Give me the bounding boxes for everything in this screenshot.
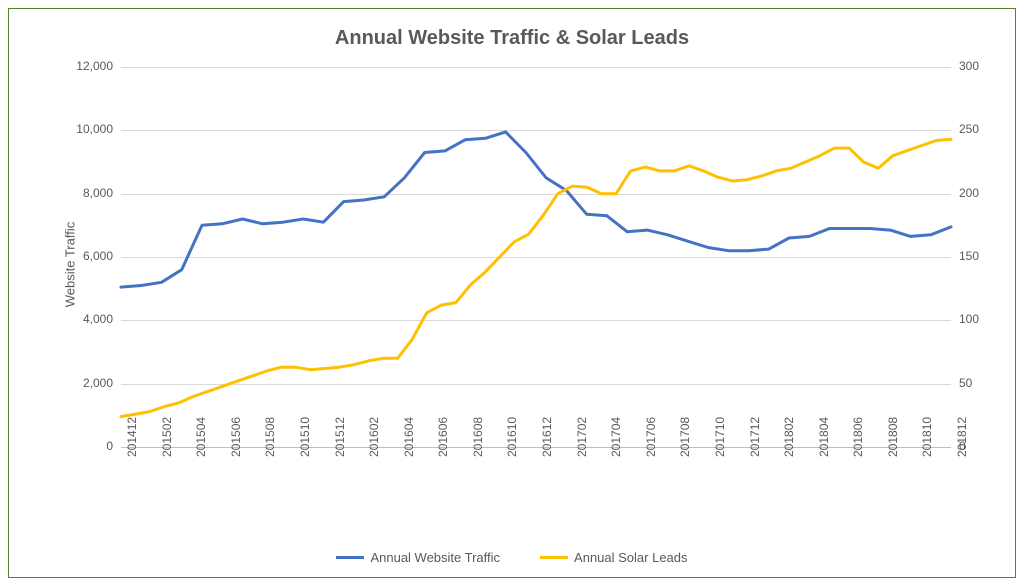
legend-label: Annual Website Traffic (370, 550, 500, 565)
legend-item: Annual Solar Leads (540, 550, 687, 565)
legend-item: Annual Website Traffic (336, 550, 500, 565)
y-left-tick-label: 10,000 (53, 122, 113, 136)
y-left-tick-label: 12,000 (53, 59, 113, 73)
x-tick-label: 201812 (955, 417, 969, 457)
y-right-tick-label: 100 (959, 312, 1009, 326)
y-left-tick-label: 8,000 (53, 186, 113, 200)
y-left-tick-label: 2,000 (53, 376, 113, 390)
y-left-tick-label: 4,000 (53, 312, 113, 326)
chart-frame: Annual Website Traffic & Solar Leads 002… (8, 8, 1016, 578)
y-right-tick-label: 50 (959, 376, 1009, 390)
y-right-tick-label: 300 (959, 59, 1009, 73)
legend: Annual Website Traffic Annual Solar Leads (9, 550, 1015, 565)
y-left-tick-label: 0 (53, 439, 113, 453)
y-right-tick-label: 250 (959, 122, 1009, 136)
y-right-tick-label: 200 (959, 186, 1009, 200)
legend-swatch (540, 556, 568, 559)
series-1 (121, 67, 951, 447)
y-right-tick-label: 150 (959, 249, 1009, 263)
legend-swatch (336, 556, 364, 559)
plot-area: 002,000504,0001006,0001508,00020010,0002… (121, 67, 951, 447)
chart-title: Annual Website Traffic & Solar Leads (9, 27, 1015, 50)
legend-label: Annual Solar Leads (574, 550, 687, 565)
y-left-axis-title: Website Traffic (62, 222, 77, 308)
